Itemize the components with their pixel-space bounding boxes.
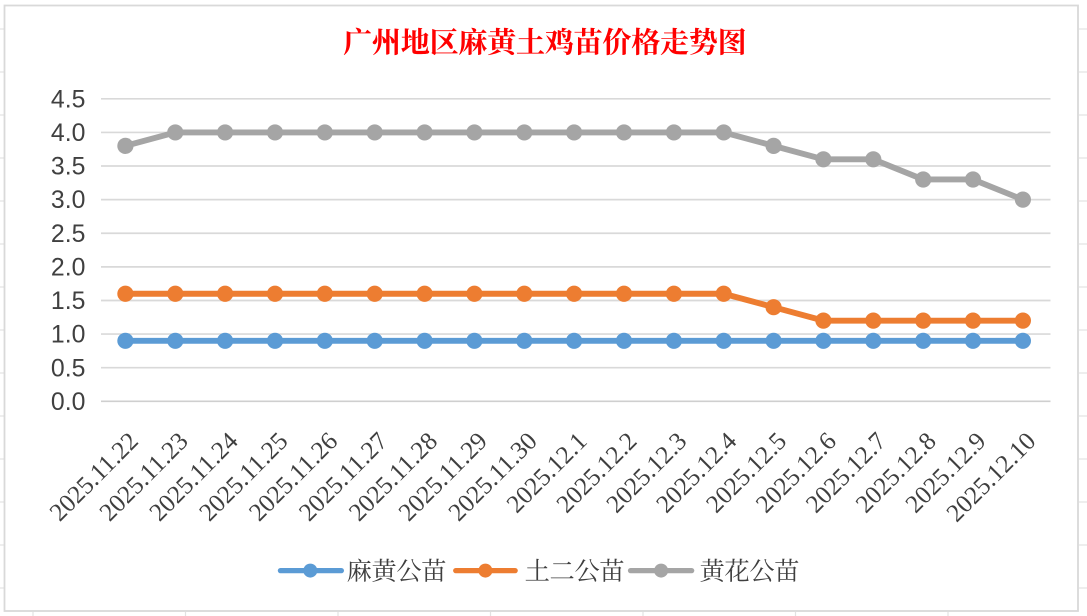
svg-text:1.0: 1.0 (51, 322, 85, 349)
svg-text:0.5: 0.5 (51, 355, 85, 382)
svg-text:2.0: 2.0 (51, 254, 85, 281)
svg-text:3.5: 3.5 (51, 154, 85, 181)
svg-text:2.5: 2.5 (51, 221, 85, 248)
svg-text:4.5: 4.5 (51, 86, 85, 113)
svg-text:3.0: 3.0 (51, 187, 85, 214)
svg-text:0.0: 0.0 (51, 389, 85, 416)
svg-text:1.5: 1.5 (51, 288, 85, 315)
svg-text:4.0: 4.0 (51, 120, 85, 147)
